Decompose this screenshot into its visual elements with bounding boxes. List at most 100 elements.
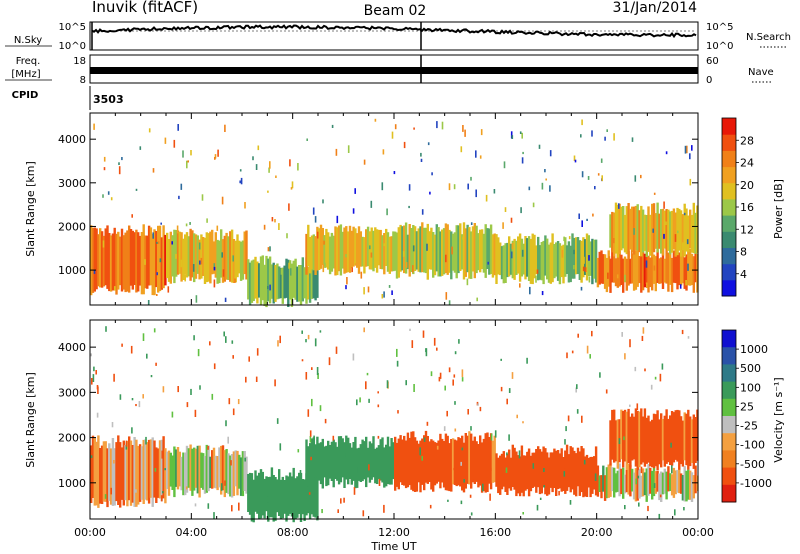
scatter-echo — [445, 292, 448, 300]
scatter-echo — [493, 189, 496, 194]
echo-cell — [578, 240, 581, 280]
x-tick-label: 12:00 — [378, 526, 410, 539]
echo-cell — [171, 235, 174, 277]
scatter-echo — [156, 241, 158, 244]
echo-cell — [109, 235, 113, 292]
echo-cell — [238, 454, 241, 489]
echo-cell — [439, 231, 442, 277]
colorbar-swatch — [722, 215, 736, 232]
echo-cell — [142, 439, 145, 504]
scatter-echo — [279, 335, 281, 344]
echo-cell — [656, 470, 659, 492]
echo-cell — [636, 204, 639, 251]
scatter-echo — [269, 161, 271, 169]
scatter-echo — [186, 402, 189, 408]
scatter-echo — [269, 284, 271, 291]
echo-cell — [504, 243, 507, 283]
echo-cell — [629, 258, 632, 284]
echo-cell — [616, 419, 619, 469]
echo-cell — [602, 465, 605, 492]
echo-cell — [638, 468, 641, 499]
scatter-echo — [194, 503, 197, 507]
scatter-echo — [96, 412, 99, 418]
scatter-echo — [275, 175, 277, 178]
scatter-echo — [110, 487, 112, 495]
scatter-echo — [500, 386, 503, 392]
echo-cell — [593, 456, 596, 490]
echo-cell — [254, 256, 257, 299]
echo-cell — [517, 455, 520, 494]
scatter-echo — [624, 505, 626, 510]
scatter-echo — [580, 134, 582, 138]
colorbar-swatch — [722, 467, 736, 486]
echo-cell — [119, 442, 122, 508]
scatter-echo — [642, 327, 645, 334]
echo-cell — [417, 228, 420, 272]
echo-cell — [591, 238, 594, 285]
echo-cell — [524, 236, 527, 280]
scatter-echo — [307, 334, 310, 340]
echo-cell — [281, 267, 284, 304]
scatter-echo — [113, 373, 115, 382]
echo-cell — [669, 473, 672, 491]
echo-cell — [623, 474, 627, 494]
scatter-echo — [466, 278, 469, 286]
echo-cell — [679, 416, 683, 465]
scatter-echo — [443, 426, 446, 431]
scatter-echo — [420, 158, 423, 162]
scatter-echo — [311, 398, 313, 407]
echo-cell — [95, 441, 98, 506]
scatter-echo — [383, 291, 385, 298]
scatter-echo — [461, 377, 464, 382]
echo-cell — [263, 264, 266, 306]
colorbar-tick-label: -500 — [740, 458, 765, 471]
scatter-echo — [239, 169, 242, 172]
scatter-echo — [200, 257, 203, 265]
scatter-echo — [691, 145, 693, 151]
echo-cell — [661, 208, 665, 256]
echo-cell — [629, 465, 632, 497]
noise-panel-frame — [89, 21, 699, 51]
echo-cell — [390, 236, 393, 272]
scatter-echo — [638, 502, 640, 507]
scatter-echo — [543, 485, 545, 488]
echo-cell — [193, 447, 196, 491]
echo-cell — [133, 437, 136, 507]
scatter-echo — [187, 160, 189, 163]
echo-cell — [169, 231, 172, 284]
scatter-echo — [683, 507, 685, 511]
scatter-echo — [217, 149, 219, 157]
echo-cell — [157, 448, 160, 498]
echo-cell — [334, 442, 337, 479]
scatter-echo — [461, 446, 464, 451]
echo-cell — [649, 214, 652, 256]
echo-cell — [310, 479, 314, 515]
scatter-echo — [114, 286, 116, 291]
scatter-echo — [367, 286, 370, 293]
echo-cell — [173, 446, 176, 498]
scatter-echo — [360, 271, 363, 279]
echo-cell — [535, 245, 538, 275]
scatter-echo — [364, 453, 366, 457]
scatter-echo — [316, 367, 319, 375]
echo-cell — [611, 211, 614, 252]
scatter-echo — [565, 426, 567, 432]
echo-cell — [312, 234, 315, 271]
scatter-echo — [433, 337, 436, 346]
echo-cell — [660, 257, 663, 284]
scatter-echo — [248, 356, 250, 362]
echo-cell — [225, 232, 228, 280]
echo-cell — [298, 472, 301, 514]
scatter-echo — [462, 236, 464, 240]
scatter-echo — [291, 181, 294, 189]
echo-cell — [435, 442, 438, 484]
echo-cell — [261, 255, 264, 301]
echo-cell — [629, 416, 632, 468]
scatter-echo — [224, 297, 227, 302]
scatter-echo — [192, 264, 195, 272]
scatter-echo — [340, 498, 342, 504]
echo-cell — [254, 470, 257, 512]
scatter-echo — [267, 247, 270, 252]
echo-cell — [678, 410, 681, 470]
echo-cell — [585, 454, 589, 497]
